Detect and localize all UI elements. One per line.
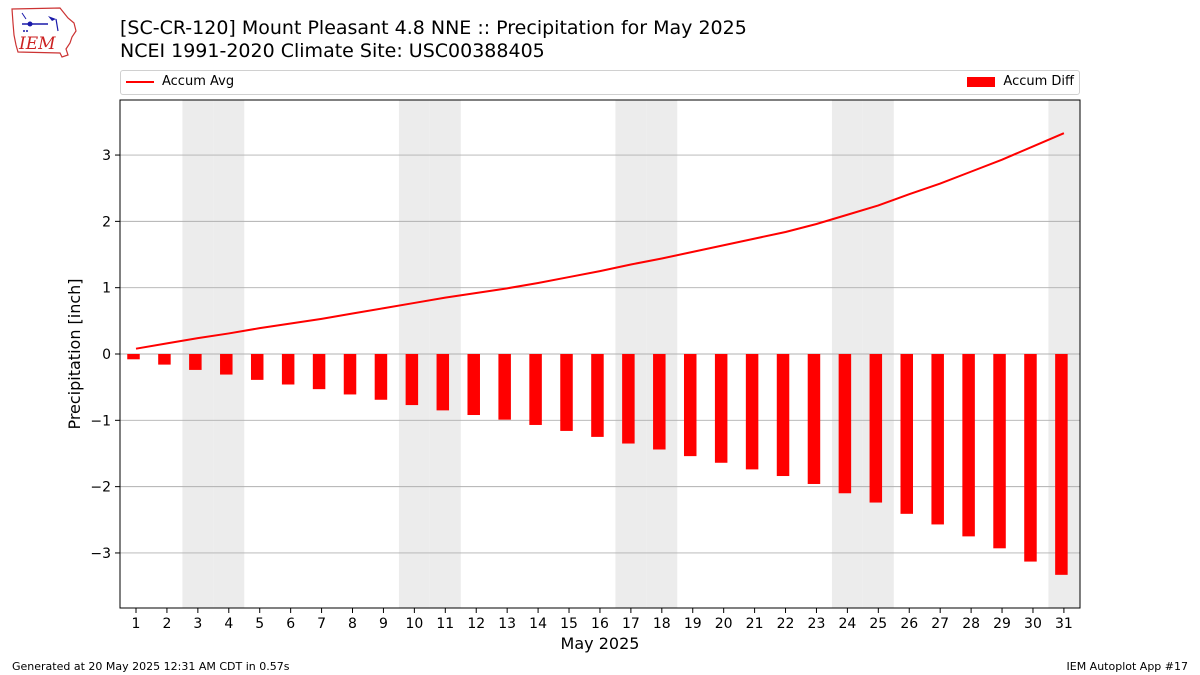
bar-accum-diff-day-17: [622, 354, 635, 444]
bar-accum-diff-day-20: [714, 354, 728, 463]
x-tick-label: 8: [348, 616, 357, 632]
x-tick-label: 17: [622, 616, 640, 632]
x-tick-label: 28: [962, 616, 980, 632]
chart-title: [SC-CR-120] Mount Pleasant 4.8 NNE :: Pr…: [120, 17, 747, 39]
legend-line-swatch: [126, 80, 154, 83]
bar-accum-diff-day-28: [962, 354, 975, 537]
bar-accum-diff-day-25: [869, 354, 883, 503]
bar-accum-diff-day-1: [127, 354, 140, 360]
bar-accum-diff-day-2: [158, 354, 171, 365]
y-tick-label: 1: [102, 281, 111, 297]
x-tick-label: 15: [560, 616, 578, 632]
x-tick-label: 24: [838, 616, 856, 632]
x-tick-label: 18: [653, 616, 671, 632]
bar-accum-diff-day-11: [436, 354, 450, 411]
legend-label-accum-avg: Accum Avg: [162, 74, 235, 89]
bar-accum-diff-day-21: [745, 354, 759, 470]
y-axis-label: Precipitation [inch]: [65, 278, 84, 429]
x-tick-label: 25: [869, 616, 887, 632]
x-axis-label: May 2025: [561, 634, 640, 653]
bar-accum-diff-day-6: [281, 354, 295, 385]
x-tick-label: 5: [255, 616, 264, 632]
bar-accum-diff-day-19: [683, 354, 697, 457]
bar-accum-diff-day-24: [838, 354, 852, 494]
x-tick-label: 6: [286, 616, 295, 632]
legend-item-accum-diff: Accum Diff: [967, 74, 1074, 89]
x-tick-label: 1: [132, 616, 141, 632]
app-credit: IEM Autoplot App #17: [1066, 660, 1189, 673]
x-tick-label: 20: [715, 616, 733, 632]
x-tick-label: 10: [405, 616, 423, 632]
x-tick-label: 2: [162, 616, 171, 632]
x-tick-label: 23: [808, 616, 826, 632]
legend-item-accum-avg: Accum Avg: [126, 74, 234, 89]
x-tick-label: 4: [224, 616, 233, 632]
x-tick-label: 13: [498, 616, 516, 632]
x-tick-label: 30: [1024, 616, 1042, 632]
logo-text: IEM: [18, 34, 56, 54]
bar-accum-diff-day-27: [931, 354, 944, 525]
bar-accum-diff-day-9: [374, 354, 388, 400]
bar-accum-diff-day-4: [220, 354, 233, 375]
x-tick-label: 29: [993, 616, 1011, 632]
bar-accum-diff-day-31: [1055, 354, 1068, 575]
bar-accum-diff-day-5: [250, 354, 264, 380]
legend-label-accum-diff: Accum Diff: [1003, 74, 1074, 89]
bar-accum-diff-day-22: [776, 354, 790, 477]
bar-accum-diff-day-10: [405, 354, 419, 406]
bar-accum-diff-day-18: [653, 354, 666, 450]
bar-accum-diff-day-30: [1024, 354, 1037, 562]
iem-logo: IEM: [11, 7, 77, 58]
bar-accum-diff-day-8: [343, 354, 357, 395]
x-tick-label: 9: [379, 616, 388, 632]
bar-accum-diff-day-29: [993, 354, 1006, 549]
x-tick-label: 22: [777, 616, 795, 632]
y-tick-label: 2: [102, 214, 111, 230]
y-tick-label: −2: [90, 480, 111, 496]
bar-accum-diff-day-26: [900, 354, 913, 514]
x-tick-label: 14: [529, 616, 547, 632]
bar-accum-diff-day-14: [529, 354, 542, 425]
x-tick-label: 3: [193, 616, 202, 632]
y-tick-label: −3: [90, 546, 111, 562]
bar-accum-diff-day-12: [467, 354, 480, 416]
bar-accum-diff-day-7: [312, 354, 326, 390]
bar-accum-diff-day-16: [591, 354, 604, 437]
x-tick-label: 26: [900, 616, 918, 632]
generated-note: Generated at 20 May 2025 12:31 AM CDT in…: [12, 660, 290, 673]
x-tick-label: 31: [1055, 616, 1073, 632]
x-tick-label: 16: [591, 616, 609, 632]
bar-accum-diff-day-13: [498, 354, 511, 420]
x-tick-label: 27: [931, 616, 949, 632]
plot-frame: [119, 99, 1081, 609]
x-tick-label: 12: [467, 616, 485, 632]
y-tick-label: 0: [102, 347, 111, 363]
x-tick-label: 11: [436, 616, 454, 632]
x-tick-label: 7: [317, 616, 326, 632]
x-tick-label: 21: [746, 616, 764, 632]
y-tick-label: 3: [102, 148, 111, 164]
bar-accum-diff-day-23: [807, 354, 821, 484]
legend: Accum Avg Accum Diff: [120, 70, 1080, 95]
chart-subtitle: NCEI 1991-2020 Climate Site: USC00388405: [120, 40, 545, 62]
bar-accum-diff-day-3: [189, 354, 202, 370]
y-tick-label: −1: [90, 413, 111, 429]
x-tick-label: 19: [684, 616, 702, 632]
bar-accum-diff-day-15: [560, 354, 573, 431]
line-accum-avg: [135, 132, 1065, 350]
legend-bar-swatch: [967, 76, 996, 87]
